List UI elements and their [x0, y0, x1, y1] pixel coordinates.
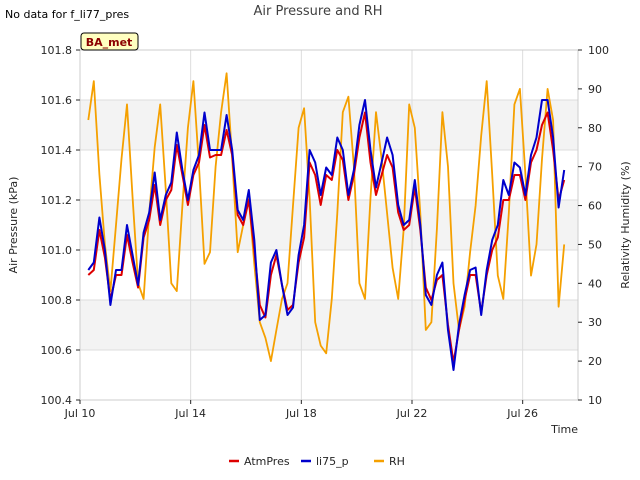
- y2-tick-label: 30: [588, 316, 602, 329]
- station-badge: BA_met: [80, 32, 139, 51]
- x-axis-ticks: Jul 10 Jul 14 Jul 18 Jul 22 Jul 26: [64, 400, 538, 420]
- y-tick-label: 101.2: [41, 194, 73, 207]
- x-tick-label: Jul 10: [64, 407, 96, 420]
- y-tick-label: 101.4: [41, 144, 73, 157]
- y-tick-label: 101.0: [41, 244, 73, 257]
- no-data-note: No data for f_li77_pres: [5, 8, 129, 21]
- x-axis-label: Time: [550, 423, 578, 436]
- y-axis-label: Air Pressure (kPa): [7, 177, 20, 274]
- y2-axis-ticks: 10 20 30 40 50 60 70 80 90 100: [578, 44, 609, 407]
- y-tick-label: 101.6: [41, 94, 73, 107]
- y2-tick-label: 80: [588, 122, 602, 135]
- series-line-rh: [87, 72, 566, 363]
- plot-frame: [79, 49, 579, 401]
- y2-tick-label: 70: [588, 161, 602, 174]
- series-layer: [87, 72, 566, 371]
- x-tick-label: Jul 26: [506, 407, 538, 420]
- background-bands: [80, 100, 578, 350]
- background-band: [80, 200, 578, 250]
- x-tick-label: Jul 18: [285, 407, 317, 420]
- y2-tick-label: 10: [588, 394, 602, 407]
- legend-label-rh: RH: [389, 455, 405, 468]
- x-tick-label: Jul 14: [174, 407, 206, 420]
- y2-tick-label: 50: [588, 238, 602, 251]
- y-axis-ticks: 100.4 100.6 100.8 101.0 101.2 101.4 101.6 101.8: [41, 44, 80, 407]
- y2-tick-label: 20: [588, 355, 602, 368]
- y-tick-label: 100.4: [41, 394, 73, 407]
- y2-tick-label: 90: [588, 83, 602, 96]
- chart-title: Air Pressure and RH: [253, 4, 382, 19]
- x-tick-label: Jul 22: [396, 407, 428, 420]
- legend-label-li75-p: li75_p: [316, 455, 349, 468]
- station-badge-label: BA_met: [86, 36, 133, 49]
- legend: AtmPres li75_p RH: [229, 455, 405, 468]
- y2-tick-label: 60: [588, 200, 602, 213]
- y-tick-label: 100.6: [41, 344, 73, 357]
- y2-tick-label: 40: [588, 277, 602, 290]
- y2-tick-label: 100: [588, 44, 609, 57]
- y-tick-label: 100.8: [41, 294, 73, 307]
- y2-axis-label: Relativity Humidity (%): [619, 161, 632, 288]
- series-line-li75-p: [87, 99, 566, 371]
- y-tick-label: 101.8: [41, 44, 73, 57]
- legend-label-atmpres: AtmPres: [244, 455, 290, 468]
